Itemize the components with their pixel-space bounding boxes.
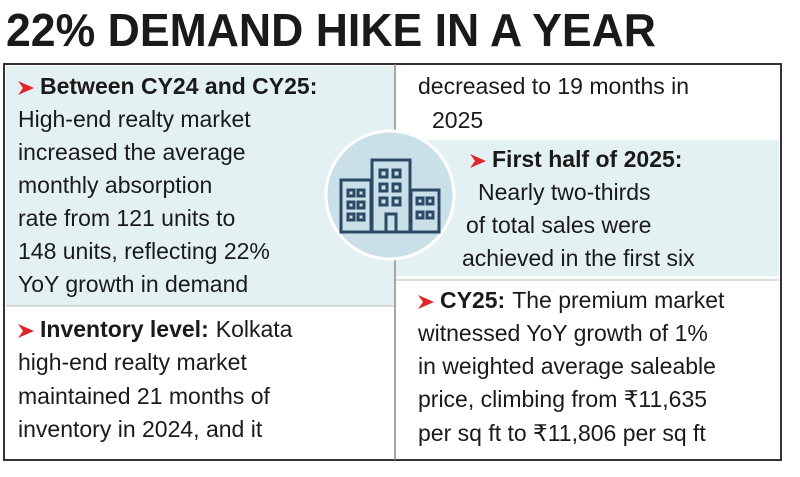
section-heading: First half of 2025: [492, 146, 682, 172]
title: 22% DEMAND HIKE IN A YEAR [6, 4, 656, 56]
bullet-arrow [18, 324, 34, 338]
section-heading: Between CY24 and CY25: [40, 73, 317, 99]
bullet-arrow [470, 154, 486, 168]
section-lead: Kolkata [216, 316, 293, 342]
highlight-right [396, 140, 779, 276]
section-text: High-end realty market [18, 106, 251, 132]
section-text: monthly absorption [18, 172, 212, 198]
section-line: First half of 2025: [492, 146, 682, 172]
section-text: decreased to 19 months in [418, 73, 689, 99]
section-text: high-end realty market [18, 349, 247, 375]
section-text: Nearly two-thirds [478, 179, 651, 205]
section-line: CY25: The premium market [440, 287, 725, 313]
section-heading: Inventory level: [40, 316, 209, 342]
section-line: Between CY24 and CY25: [40, 73, 317, 99]
bullet-arrow [18, 81, 34, 95]
section-text: per sq ft to ₹11,806 per sq ft [418, 420, 706, 446]
section-text: 148 units, reflecting 22% [18, 238, 270, 264]
building-icon [324, 129, 456, 261]
section-heading: CY25: [440, 287, 505, 313]
section-text: witnessed YoY growth of 1% [417, 320, 708, 346]
section-text: 2025 [432, 107, 483, 133]
section-text: YoY growth in demand [18, 271, 248, 297]
section-text: inventory in 2024, and it [18, 416, 263, 442]
section-text: increased the average [18, 139, 246, 165]
section-text: in weighted average saleable [418, 353, 716, 379]
section-text: maintained 21 months of [18, 383, 270, 409]
section-lead: The premium market [512, 287, 725, 313]
section-text: achieved in the first six [462, 245, 695, 271]
section-text: of total sales were [466, 212, 651, 238]
section-text: rate from 121 units to [18, 205, 235, 231]
section-line: Inventory level: Kolkata [40, 316, 293, 342]
bullet-arrow [418, 295, 434, 309]
section-text: price, climbing from ₹11,635 [418, 386, 707, 412]
